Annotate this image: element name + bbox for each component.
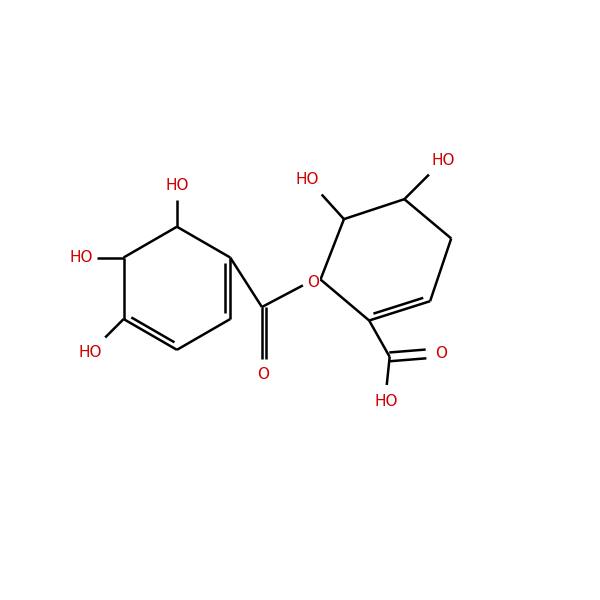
Text: O: O [435, 346, 447, 361]
Text: HO: HO [165, 178, 188, 193]
Text: HO: HO [375, 394, 398, 409]
Text: HO: HO [432, 152, 455, 167]
Text: HO: HO [69, 250, 92, 265]
Text: O: O [307, 275, 319, 290]
Text: HO: HO [295, 172, 319, 187]
Text: HO: HO [79, 344, 102, 359]
Text: O: O [257, 367, 269, 382]
